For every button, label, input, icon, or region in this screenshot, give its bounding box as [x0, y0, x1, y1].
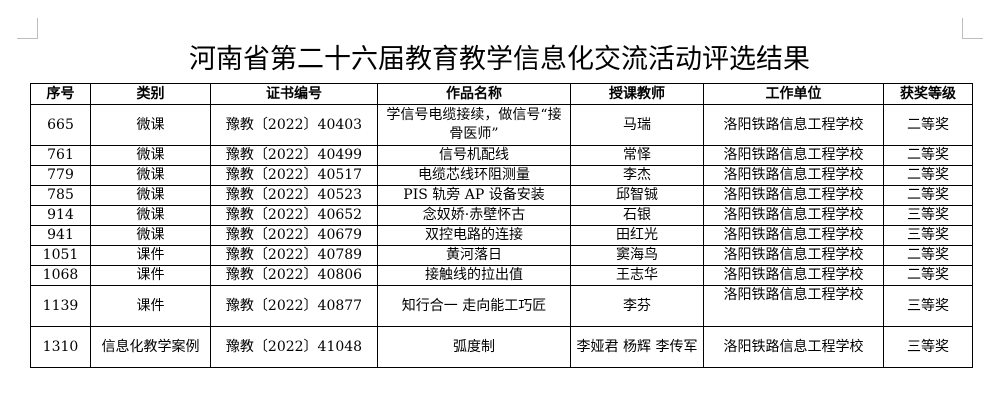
- cell-work-title: 接触线的拉出值: [377, 265, 571, 286]
- table-row: 914 微课 豫教〔2022〕40652 念奴娇·赤壁怀古 石银 洛阳铁路信息工程学校 三等…: [30, 205, 973, 226]
- cell-work-title: 念奴娇·赤壁怀古: [377, 205, 571, 226]
- cell-teacher: 李娅君 杨辉 李传军: [570, 326, 704, 368]
- cell-certificate: 豫教〔2022〕40523: [210, 185, 378, 206]
- cell-work-title: 电缆芯线环阻测量: [377, 165, 571, 186]
- cell-index: 941: [30, 225, 91, 246]
- cell-certificate: 豫教〔2022〕40652: [210, 205, 378, 226]
- cell-index: 1310: [30, 326, 91, 368]
- cell-index: 779: [30, 165, 91, 186]
- cell-teacher: 常怿: [570, 145, 704, 166]
- cell-employer: 洛阳铁路信息工程学校: [703, 245, 884, 266]
- cell-employer: 洛阳铁路信息工程学校: [703, 205, 884, 226]
- cell-category: 微课: [90, 185, 211, 206]
- table-row: 941 微课 豫教〔2022〕40679 双控电路的连接 田红光 洛阳铁路信息工程学校 三等…: [30, 225, 973, 246]
- results-table: 序号 类别 证书编号 作品名称 授课教师 工作单位 获奖等级 665 微课 豫教〔2…: [30, 83, 973, 368]
- cell-work-title: 学信号电缆接续，做信号“接骨医师”: [377, 104, 571, 146]
- table-row: 1139 课件 豫教〔2022〕40877 知行合一 走向能工巧匠 李芬 洛阳铁路信息工程…: [30, 285, 973, 327]
- cell-award: 三等奖: [883, 326, 973, 368]
- cell-certificate: 豫教〔2022〕41048: [210, 326, 378, 368]
- cell-certificate: 豫教〔2022〕40499: [210, 145, 378, 166]
- cell-teacher: 邱智铖: [570, 185, 704, 206]
- header-employer: 工作单位: [703, 83, 884, 105]
- table-row: 779 微课 豫教〔2022〕40517 电缆芯线环阻测量 李杰 洛阳铁路信息工程学校 二等…: [30, 165, 973, 186]
- margin-corner-mark: [17, 18, 38, 39]
- cell-award: 三等奖: [883, 205, 973, 226]
- cell-index: 914: [30, 205, 91, 226]
- cell-index: 761: [30, 145, 91, 166]
- cell-teacher: 李芬: [570, 285, 704, 327]
- margin-corner-mark: [962, 18, 983, 39]
- cell-employer: 洛阳铁路信息工程学校: [703, 265, 884, 286]
- cell-category: 微课: [90, 145, 211, 166]
- table-row: 1310 信息化教学案例 豫教〔2022〕41048 弧度制 李娅君 杨辉 李传军 洛阳铁…: [30, 326, 973, 368]
- cell-index: 785: [30, 185, 91, 206]
- cell-category: 信息化教学案例: [90, 326, 211, 368]
- header-award: 获奖等级: [883, 83, 973, 105]
- table-header-row: 序号 类别 证书编号 作品名称 授课教师 工作单位 获奖等级: [30, 83, 973, 105]
- cell-category: 课件: [90, 245, 211, 266]
- cell-teacher: 石银: [570, 205, 704, 226]
- cell-award: 二等奖: [883, 185, 973, 206]
- cell-work-title: 双控电路的连接: [377, 225, 571, 246]
- cell-award: 二等奖: [883, 265, 973, 286]
- cell-index: 1068: [30, 265, 91, 286]
- cell-work-title: PIS 轨旁 AP 设备安装: [377, 185, 571, 206]
- cell-certificate: 豫教〔2022〕40877: [210, 285, 378, 327]
- cell-employer: 洛阳铁路信息工程学校: [703, 104, 884, 146]
- cell-employer: 洛阳铁路信息工程学校: [703, 145, 884, 166]
- cell-work-title: 黄河落日: [377, 245, 571, 266]
- cell-award: 二等奖: [883, 165, 973, 186]
- cell-award: 二等奖: [883, 104, 973, 146]
- table-row: 1068 课件 豫教〔2022〕40806 接触线的拉出值 王志华 洛阳铁路信息工程学校二…: [30, 265, 973, 286]
- header-certificate: 证书编号: [210, 83, 378, 105]
- cell-category: 微课: [90, 225, 211, 246]
- cell-category: 课件: [90, 285, 211, 327]
- cell-award: 三等奖: [883, 285, 973, 327]
- header-index: 序号: [30, 83, 91, 105]
- header-category: 类别: [90, 83, 211, 105]
- cell-employer: 洛阳铁路信息工程学校: [703, 285, 884, 327]
- cell-category: 课件: [90, 265, 211, 286]
- cell-teacher: 王志华: [570, 265, 704, 286]
- cell-certificate: 豫教〔2022〕40789: [210, 245, 378, 266]
- cell-category: 微课: [90, 104, 211, 146]
- cell-work-title: 弧度制: [377, 326, 571, 368]
- cell-work-title: 知行合一 走向能工巧匠: [377, 285, 571, 327]
- cell-category: 微课: [90, 165, 211, 186]
- cell-index: 1051: [30, 245, 91, 266]
- header-teacher: 授课教师: [570, 83, 704, 105]
- cell-certificate: 豫教〔2022〕40679: [210, 225, 378, 246]
- cell-certificate: 豫教〔2022〕40517: [210, 165, 378, 186]
- cell-teacher: 马瑞: [570, 104, 704, 146]
- cell-work-title: 信号机配线: [377, 145, 571, 166]
- table-row: 761 微课 豫教〔2022〕40499 信号机配线 常怿 洛阳铁路信息工程学校 二等奖: [30, 145, 973, 166]
- cell-award: 二等奖: [883, 145, 973, 166]
- cell-teacher: 窦海鸟: [570, 245, 704, 266]
- cell-teacher: 李杰: [570, 165, 704, 186]
- cell-employer: 洛阳铁路信息工程学校: [703, 225, 884, 246]
- cell-index: 665: [30, 104, 91, 146]
- cell-certificate: 豫教〔2022〕40403: [210, 104, 378, 146]
- cell-employer: 洛阳铁路信息工程学校: [703, 326, 884, 368]
- cell-award: 二等奖: [883, 245, 973, 266]
- document-title: 河南省第二十六届教育教学信息化交流活动评选结果: [189, 44, 810, 75]
- cell-employer: 洛阳铁路信息工程学校: [703, 185, 884, 206]
- table-row: 1051 课件 豫教〔2022〕40789 黄河落日 窦海鸟 洛阳铁路信息工程学校 二等奖: [30, 245, 973, 266]
- cell-employer: 洛阳铁路信息工程学校: [703, 165, 884, 186]
- table-row: 665 微课 豫教〔2022〕40403 学信号电缆接续，做信号“接骨医师” 马瑞 洛阳铁…: [30, 104, 973, 146]
- cell-teacher: 田红光: [570, 225, 704, 246]
- header-work-title: 作品名称: [377, 83, 571, 105]
- table-row: 785 微课 豫教〔2022〕40523 PIS 轨旁 AP 设备安装 邱智铖 洛阳铁路信…: [30, 185, 973, 206]
- cell-certificate: 豫教〔2022〕40806: [210, 265, 378, 286]
- cell-category: 微课: [90, 205, 211, 226]
- cell-index: 1139: [30, 285, 91, 327]
- cell-award: 三等奖: [883, 225, 973, 246]
